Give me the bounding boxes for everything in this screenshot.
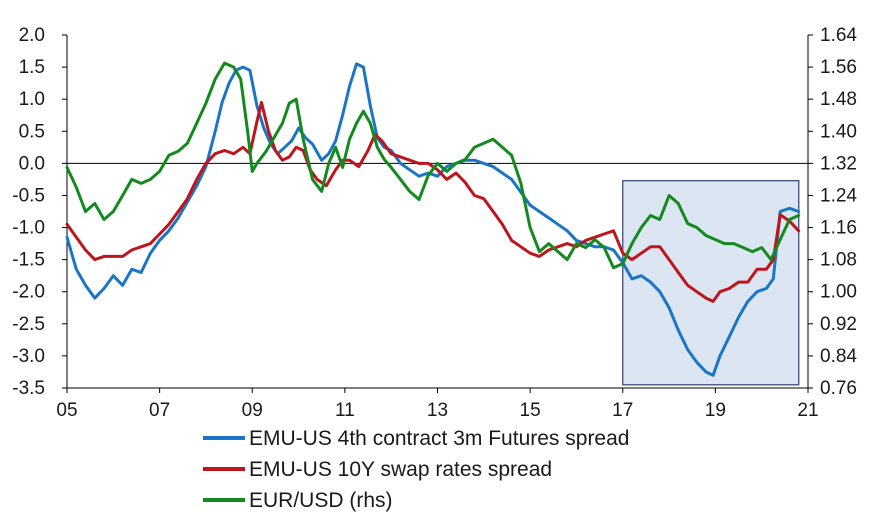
right-tick-label: 0.92 — [820, 314, 857, 335]
legend: EMU-US 4th contract 3m Futures spread EMU… — [203, 427, 629, 512]
series-line-1 — [65, 62, 801, 377]
right-tick-label: 1.08 — [820, 250, 857, 271]
left-tick-label: 0.0 — [19, 153, 45, 174]
x-tick-label: 17 — [612, 400, 633, 421]
left-tick-label: -3.5 — [12, 378, 45, 399]
legend-label-1: EMU-US 4th contract 3m Futures spread — [249, 427, 629, 450]
right-tick-label: 1.00 — [820, 282, 857, 303]
x-tick-label: 13 — [427, 400, 448, 421]
x-tick-label: 19 — [705, 400, 726, 421]
axes: 2.0 1.5 1.0 0.5 0.0 -0.5 -1.0 -1.5 -2.0 -2.5 -3.0 -… — [12, 25, 857, 421]
left-tick-label: 1.5 — [19, 57, 45, 78]
x-tick-label: 21 — [797, 400, 818, 421]
left-tick-label: -1.0 — [12, 218, 45, 239]
x-tick-label: 15 — [520, 400, 541, 421]
left-tick-label: -0.5 — [12, 185, 45, 206]
left-tick-label: 0.5 — [19, 121, 45, 142]
x-tick-label: 09 — [242, 400, 263, 421]
right-tick-label: 1.40 — [820, 121, 857, 142]
right-tick-label: 1.16 — [820, 218, 857, 239]
right-tick-label: 1.48 — [820, 89, 857, 110]
x-tick-label: 05 — [56, 400, 77, 421]
x-tick-label: 07 — [149, 400, 170, 421]
series-line-2 — [65, 100, 801, 303]
legend-label-3: EUR/USD (rhs) — [249, 489, 393, 512]
right-tick-label: 0.84 — [820, 346, 857, 367]
right-tick-label: 1.56 — [820, 57, 857, 78]
series-line-3 — [65, 61, 801, 270]
left-tick-label: -2.5 — [12, 314, 45, 335]
left-tick-label: 2.0 — [19, 25, 45, 46]
left-tick-label: -2.0 — [12, 282, 45, 303]
x-tick-label: 11 — [335, 400, 355, 421]
right-tick-label: 1.32 — [820, 153, 857, 174]
right-tick-label: 0.76 — [820, 378, 857, 399]
right-tick-label: 1.24 — [820, 185, 857, 206]
right-tick-label: 1.64 — [820, 25, 857, 46]
left-tick-label: 1.0 — [19, 89, 45, 110]
legend-label-2: EMU-US 10Y swap rates spread — [249, 458, 552, 481]
series-lines — [65, 61, 801, 377]
left-tick-label: -3.0 — [12, 346, 45, 367]
left-tick-label: -1.5 — [12, 250, 45, 271]
